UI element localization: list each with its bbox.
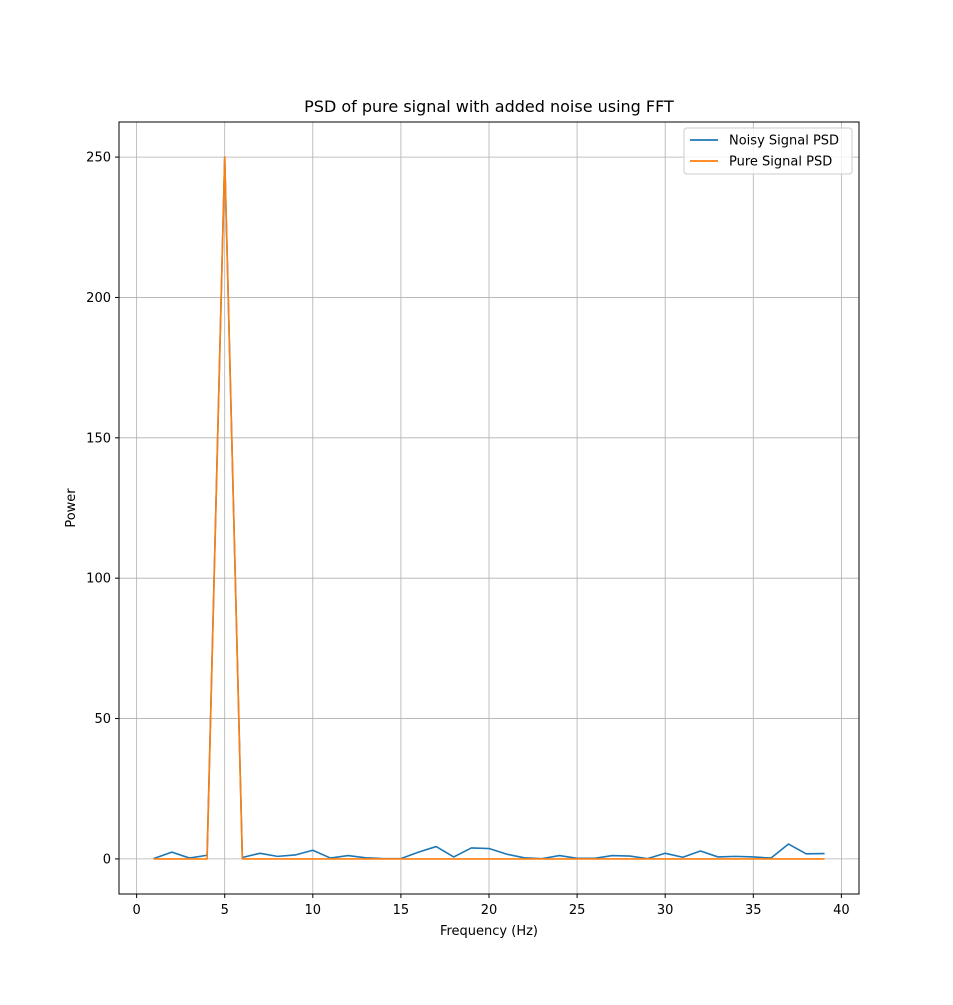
legend-label: Noisy Signal PSD <box>729 134 839 149</box>
legend-label: Pure Signal PSD <box>729 155 832 170</box>
series-line-noisy <box>153 156 825 860</box>
legend-box <box>683 127 853 175</box>
y-tick-label: 150 <box>86 431 111 446</box>
x-tick-label: 20 <box>481 903 498 918</box>
series-layer <box>153 156 825 860</box>
x-tick-label: 15 <box>393 903 410 918</box>
x-axis-label: Frequency (Hz) <box>440 924 538 939</box>
x-axis: 0 5 10 15 20 25 30 35 40 <box>132 894 850 918</box>
y-tick-label: 200 <box>86 291 111 306</box>
legend: Noisy Signal PSD Pure Signal PSD <box>683 127 853 175</box>
x-tick-label: 35 <box>745 903 762 918</box>
x-tick-label: 25 <box>569 903 586 918</box>
chart-title: PSD of pure signal with added noise usin… <box>304 97 674 116</box>
x-tick-label: 0 <box>132 903 140 918</box>
grid <box>119 122 859 894</box>
x-tick-label: 5 <box>221 903 229 918</box>
y-axis: 0 50 100 150 200 250 <box>86 151 119 867</box>
x-tick-label: 30 <box>657 903 674 918</box>
y-tick-label: 250 <box>86 151 111 166</box>
x-tick-label: 40 <box>833 903 850 918</box>
y-axis-label: Power <box>64 488 79 528</box>
y-tick-label: 0 <box>103 852 111 867</box>
y-tick-label: 50 <box>94 712 111 727</box>
x-tick-label: 10 <box>305 903 322 918</box>
y-tick-label: 100 <box>86 572 111 587</box>
series-line-pure <box>153 156 825 860</box>
